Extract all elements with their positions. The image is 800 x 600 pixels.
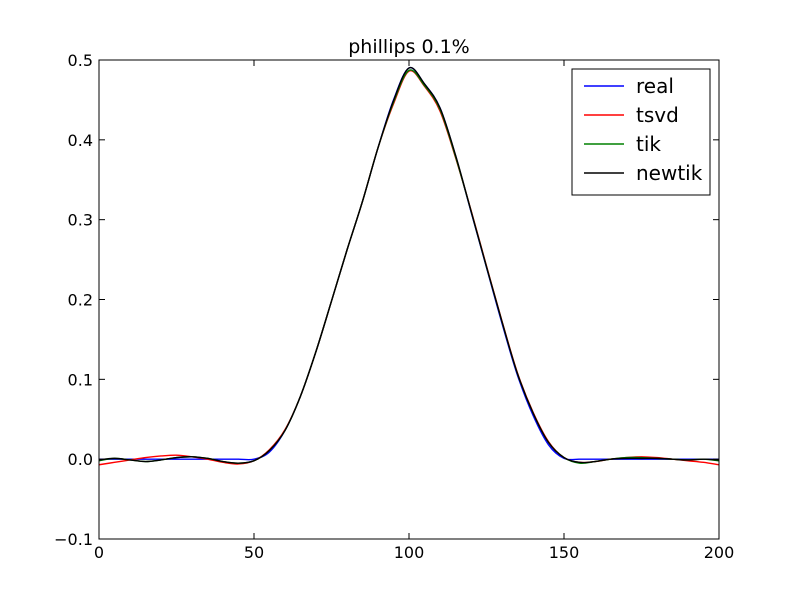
- x-tick-label: 50: [244, 543, 264, 562]
- legend-label-newtik: newtik: [636, 161, 703, 185]
- y-tick-label: −0.1: [54, 530, 93, 549]
- y-tick-label: 0.4: [68, 131, 93, 150]
- plot-area: [98, 66, 720, 466]
- y-tick-label: 0.5: [68, 51, 93, 70]
- x-tick-label: 0: [94, 543, 104, 562]
- y-tick-label: 0.2: [68, 291, 93, 310]
- legend-label-tik: tik: [636, 132, 661, 156]
- y-tick-label: 0.1: [68, 370, 93, 389]
- x-tick-label: 150: [549, 543, 580, 562]
- legend-label-tsvd: tsvd: [636, 103, 679, 127]
- legend-label-real: real: [636, 74, 674, 98]
- legend-box: [571, 68, 711, 196]
- series-line-newtik: [98, 66, 720, 464]
- legend: real tsvd tik newtik: [571, 68, 711, 196]
- y-tick-label: 0.3: [68, 211, 93, 230]
- x-tick-label: 100: [394, 543, 425, 562]
- x-tick-label: 200: [704, 543, 735, 562]
- y-tick-label: 0.0: [68, 450, 93, 469]
- chart-title: phillips 0.1%: [348, 36, 470, 58]
